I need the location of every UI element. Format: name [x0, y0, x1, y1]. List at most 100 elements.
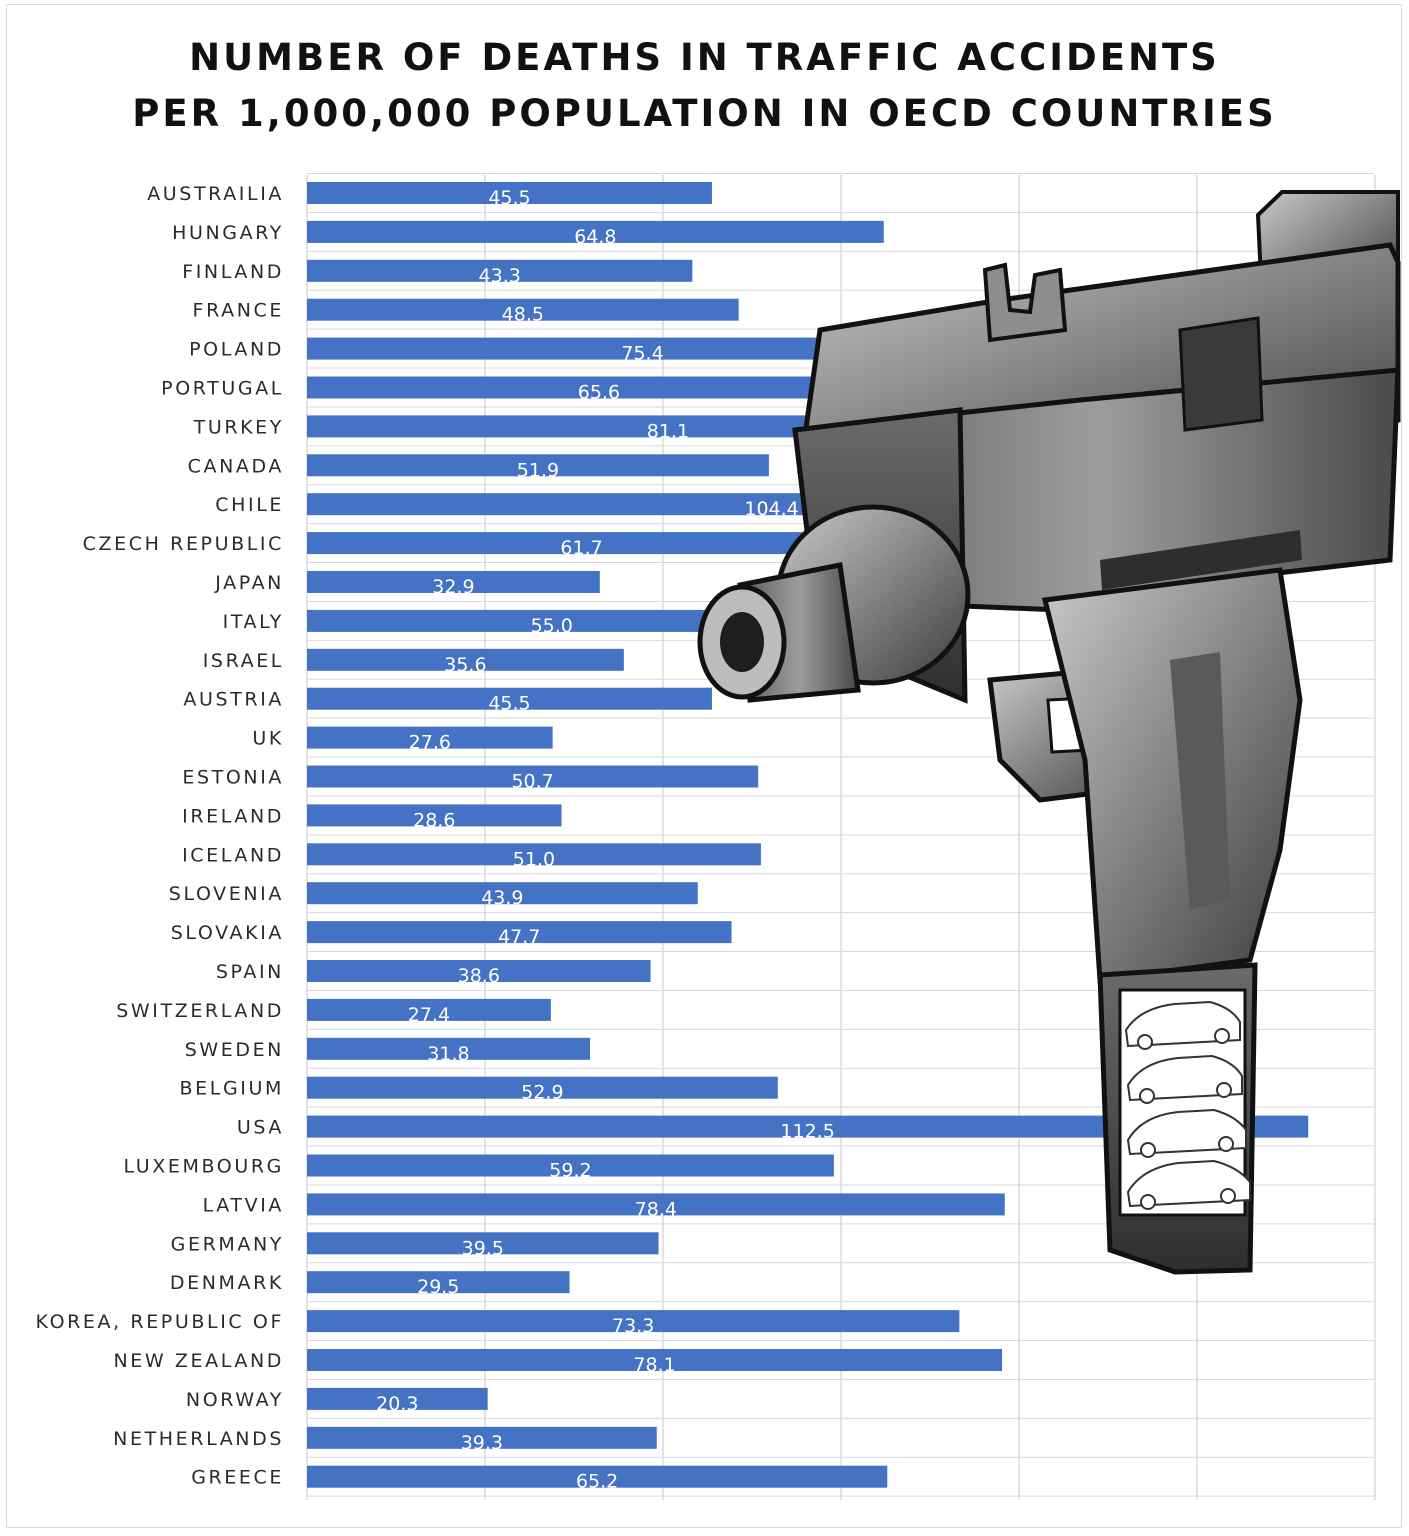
category-label: DENMARK	[170, 1272, 284, 1294]
value-label: 39.3	[461, 1432, 503, 1454]
value-label: 27.4	[408, 1004, 450, 1026]
value-label: 39.5	[462, 1237, 504, 1259]
value-label: 65.6	[578, 382, 620, 404]
value-label: 32.9	[432, 576, 474, 598]
value-label: 55.0	[531, 615, 573, 637]
value-label: 64.8	[574, 226, 616, 248]
bar	[307, 609, 797, 632]
chart-title-line-2: PER 1,000,000 POPULATION IN OECD COUNTRI…	[132, 92, 1277, 135]
bar	[307, 1310, 960, 1333]
bar	[307, 259, 693, 282]
category-label: KOREA, REPUBLIC OF	[36, 1311, 284, 1333]
category-label: TURKEY	[193, 416, 284, 438]
value-label: 35.6	[444, 654, 486, 676]
value-label: 50.7	[511, 771, 553, 793]
bar	[307, 1426, 657, 1449]
bar	[307, 1349, 1003, 1371]
bar	[307, 882, 698, 905]
category-label: SWITZERLAND	[116, 1000, 284, 1022]
bar	[307, 1115, 1309, 1138]
value-label: 28.6	[413, 809, 455, 831]
car-icon	[1124, 1000, 1241, 1050]
category-label: SLOVAKIA	[171, 922, 284, 944]
bar	[307, 376, 891, 399]
value-label: 29.5	[417, 1276, 459, 1298]
value-label: 81.1	[647, 420, 689, 442]
value-label: 52.9	[521, 1082, 563, 1104]
bar	[307, 1465, 888, 1488]
category-label: ESTONIA	[182, 767, 284, 789]
category-label: SPAIN	[216, 961, 284, 983]
bar	[307, 571, 600, 593]
value-label: 78.1	[633, 1354, 675, 1376]
submachine-gun-illustration	[697, 190, 1401, 1275]
category-label: PORTUGAL	[161, 378, 284, 400]
category-label: UK	[252, 728, 284, 750]
bar	[307, 1037, 591, 1060]
category-label: JAPAN	[214, 572, 284, 594]
category-label: SWEDEN	[185, 1039, 284, 1061]
category-label: NEW ZEALAND	[113, 1350, 284, 1372]
category-label: NORWAY	[186, 1389, 284, 1411]
chart-title-line-1: NUMBER OF DEATHS IN TRAFFIC ACCIDENTS	[189, 36, 1220, 79]
category-label: LUXEMBOURG	[124, 1156, 284, 1178]
category-label: ICELAND	[182, 844, 284, 866]
bar	[307, 337, 979, 360]
category-label: CANADA	[188, 455, 284, 477]
value-label: 43.3	[479, 265, 521, 287]
bar	[307, 182, 712, 204]
car-icon	[1126, 1108, 1247, 1158]
bar	[307, 726, 553, 749]
value-label: 47.7	[498, 926, 540, 948]
bar	[307, 1271, 570, 1294]
value-label: 27.6	[409, 732, 451, 754]
category-label: GREECE	[191, 1467, 284, 1489]
bar	[307, 1193, 1005, 1216]
bar	[307, 765, 759, 788]
category-label: ISRAEL	[203, 650, 284, 672]
value-labels: 45.5 64.8 43.3 48.5 75.465.6 81.1 51.9 104.4 61.…	[376, 187, 835, 1493]
category-label: USA	[237, 1117, 284, 1139]
bar	[307, 843, 761, 866]
chart-title: NUMBER OF DEATHS IN TRAFFIC ACCIDENTS PE…	[0, 30, 1409, 142]
value-label: 43.9	[481, 887, 523, 909]
bar	[307, 1232, 659, 1255]
category-label: ITALY	[223, 611, 284, 633]
category-label: FINLAND	[182, 261, 284, 283]
car-icon	[1126, 1159, 1251, 1210]
category-label: IRELAND	[182, 805, 284, 827]
bar	[307, 960, 651, 982]
value-label: 31.8	[427, 1043, 469, 1065]
value-label: 73.3	[612, 1315, 654, 1337]
value-label: 104.4	[744, 498, 798, 520]
value-label: 61.7	[560, 537, 602, 559]
category-label: POLAND	[189, 339, 284, 361]
category-label: BELGIUM	[180, 1078, 284, 1100]
value-label: 51.9	[517, 459, 559, 481]
value-label: 45.5	[488, 693, 530, 715]
chart-frame	[6, 4, 1402, 1528]
bar	[307, 1076, 778, 1099]
category-label: SLOVENIA	[169, 883, 284, 905]
category-label: AUSTRIA	[183, 689, 284, 711]
bar	[307, 220, 884, 243]
value-label: 59.2	[549, 1160, 591, 1182]
category-label: NETHERLANDS	[113, 1428, 284, 1450]
category-label: HUNGARY	[172, 222, 284, 244]
bar	[307, 532, 857, 555]
category-label: LATVIA	[203, 1194, 284, 1216]
bar	[307, 921, 732, 944]
bar	[307, 1387, 488, 1410]
category-labels: AUSTRAILIA HUNGARY FINLAND FRANCE POLAND PORT…	[36, 183, 284, 1489]
category-label: FRANCE	[193, 300, 284, 322]
bar	[307, 454, 769, 477]
car-icon	[1126, 1054, 1243, 1104]
bar	[307, 687, 712, 710]
category-label: CHILE	[215, 494, 284, 516]
value-label: 45.5	[488, 187, 530, 209]
bar	[307, 648, 624, 671]
category-label: AUSTRAILIA	[147, 183, 284, 205]
bar	[307, 1154, 834, 1177]
bar	[307, 298, 739, 321]
value-label: 75.4	[621, 343, 663, 365]
